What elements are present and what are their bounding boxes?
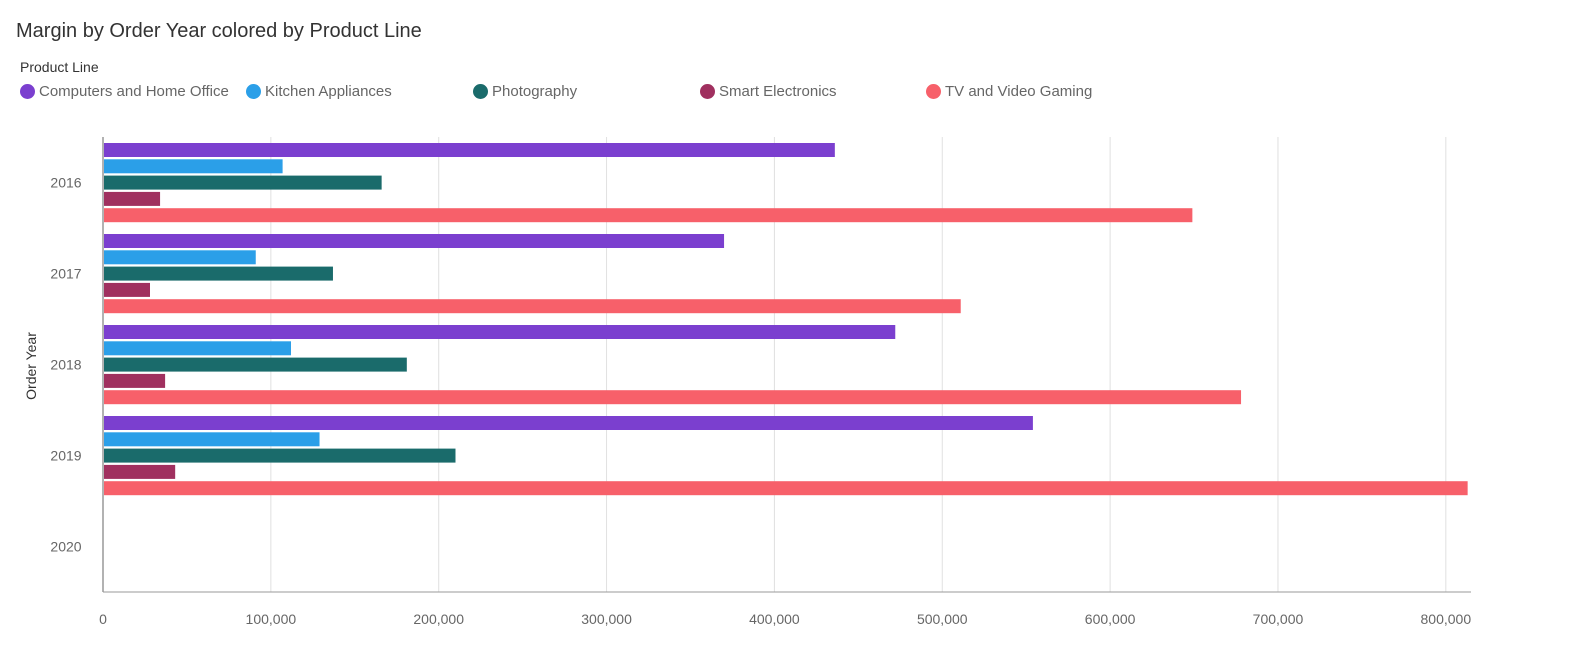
bar[interactable] bbox=[104, 481, 1468, 496]
bars bbox=[104, 143, 1468, 496]
x-tick-label: 0 bbox=[99, 611, 107, 627]
y-tick-label: 2018 bbox=[50, 357, 81, 373]
legend-item-computers-and-home-office[interactable]: Computers and Home Office bbox=[20, 81, 229, 101]
legend-label-kitchen: Kitchen Appliances bbox=[265, 82, 392, 100]
y-tick-label: 2017 bbox=[50, 266, 81, 282]
axes bbox=[102, 137, 1471, 593]
bar[interactable] bbox=[104, 373, 166, 388]
bar[interactable] bbox=[104, 266, 333, 281]
gridlines bbox=[270, 137, 1447, 592]
bar[interactable] bbox=[104, 143, 835, 157]
y-tick-label: 2020 bbox=[50, 539, 81, 555]
legend-label-smart: Smart Electronics bbox=[719, 82, 837, 100]
y-tick-label: 2016 bbox=[50, 175, 81, 191]
x-tick-label: 600,000 bbox=[1085, 611, 1136, 627]
x-tick-label: 500,000 bbox=[917, 611, 968, 627]
y-tick-label: 2019 bbox=[50, 448, 81, 464]
bar[interactable] bbox=[104, 390, 1242, 405]
x-tick-label: 400,000 bbox=[749, 611, 800, 627]
legend-item-smart-electronics[interactable]: Smart Electronics bbox=[700, 81, 837, 101]
legend-item-photography[interactable]: Photography bbox=[473, 81, 577, 101]
bar[interactable] bbox=[104, 175, 382, 190]
bar[interactable] bbox=[104, 464, 176, 479]
bar[interactable] bbox=[104, 234, 725, 248]
bar[interactable] bbox=[104, 448, 456, 463]
bar[interactable] bbox=[104, 282, 150, 297]
bar[interactable] bbox=[104, 416, 1033, 430]
bar[interactable] bbox=[104, 250, 256, 265]
legend-swatch-tv bbox=[926, 83, 941, 99]
bar[interactable] bbox=[104, 432, 320, 447]
legend-label-photography: Photography bbox=[492, 82, 578, 100]
legend-label-computers: Computers and Home Office bbox=[39, 82, 229, 100]
chart-title: Margin by Order Year colored by Product … bbox=[16, 20, 422, 42]
legend-title: Product Line bbox=[20, 59, 99, 75]
legend-swatch-photography bbox=[473, 83, 488, 99]
legend-label-tv: TV and Video Gaming bbox=[945, 82, 1093, 100]
bar[interactable] bbox=[104, 299, 961, 314]
x-tick-label: 100,000 bbox=[246, 611, 297, 627]
bar[interactable] bbox=[104, 191, 161, 206]
bar[interactable] bbox=[104, 159, 283, 174]
bar[interactable] bbox=[104, 325, 896, 339]
tick-labels: 0 100,000 200,000 300,000 400,000 500,000 600,… bbox=[50, 175, 1471, 628]
x-tick-label: 800,000 bbox=[1421, 611, 1472, 627]
bar[interactable] bbox=[104, 208, 1193, 223]
legend-swatch-kitchen bbox=[246, 83, 261, 99]
x-tick-label: 300,000 bbox=[581, 611, 632, 627]
x-tick-label: 200,000 bbox=[413, 611, 464, 627]
legend-swatch-smart bbox=[700, 83, 715, 99]
legend-item-tv-and-video-gaming[interactable]: TV and Video Gaming bbox=[926, 81, 1092, 101]
legend-swatch-computers bbox=[20, 83, 35, 99]
bar[interactable] bbox=[104, 357, 407, 372]
legend-item-kitchen-appliances[interactable]: Kitchen Appliances bbox=[246, 81, 392, 101]
y-axis-title: Order Year bbox=[23, 332, 39, 400]
x-tick-label: 700,000 bbox=[1253, 611, 1304, 627]
bar[interactable] bbox=[104, 341, 291, 356]
